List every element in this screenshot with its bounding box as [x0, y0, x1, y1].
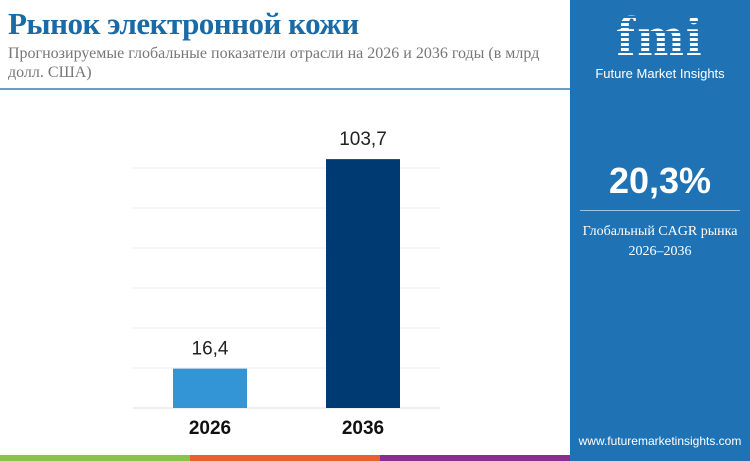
cagr-period: 2026–2036 — [628, 244, 692, 259]
x-tick-label: 2036 — [342, 418, 384, 439]
x-tick-label: 2026 — [189, 418, 231, 439]
bar-2026 — [173, 368, 247, 408]
cagr-value: 20,3% — [608, 160, 712, 201]
cagr-label-text: Глобальный CAGR рынка — [582, 224, 738, 239]
stripe-purple — [380, 455, 570, 461]
data-label: 16,4 — [192, 339, 229, 360]
bar-chart: 16,4 2026 103,7 2036 — [133, 129, 440, 439]
data-label: 103,7 — [339, 129, 387, 150]
brand-name: Future Market Insights — [595, 66, 725, 81]
stripe-green — [0, 455, 190, 461]
side-panel: fmi Future Market Insights 20,3% Глобаль… — [570, 0, 750, 461]
header-divider — [0, 88, 570, 90]
stripe-orange — [190, 455, 380, 461]
page-subtitle: Прогнозируемые глобальные показатели отр… — [8, 45, 540, 81]
cagr-divider — [580, 210, 740, 211]
fmi-logo: fmi Future Market Insights — [570, 8, 750, 81]
logo-mark: fmi — [570, 8, 750, 66]
bar-2036 — [326, 159, 400, 408]
page-title: Рынок электронной кожи — [8, 6, 359, 41]
website-link[interactable]: www.futuremarketinsights.com — [578, 434, 742, 448]
cagr-label: Глобальный CAGR рынка 2026–2036 — [570, 222, 750, 262]
